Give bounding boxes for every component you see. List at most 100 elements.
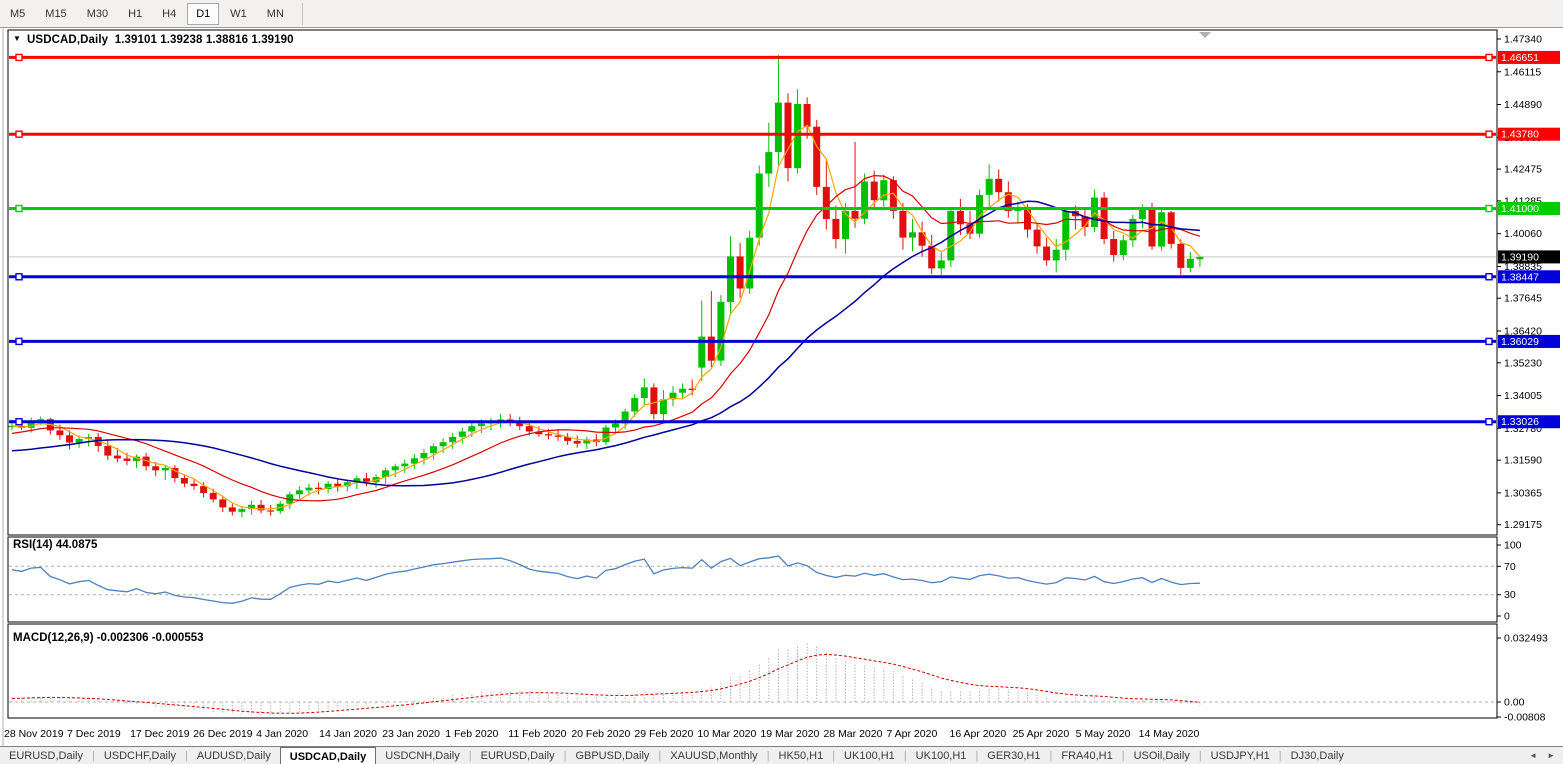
tabs-scroll-left-icon[interactable]: ◄ xyxy=(1529,751,1538,760)
tab-fra40-h1-12[interactable]: FRA40,H1 xyxy=(1061,750,1113,762)
svg-text:17 Dec 2019: 17 Dec 2019 xyxy=(130,728,190,740)
date-axis[interactable]: 28 Nov 2019 7 Dec 2019 17 Dec 2019 26 Dec 2… xyxy=(4,728,1200,740)
macd-axis: 0.032493 0.00 -0.00808 xyxy=(1497,633,1548,724)
svg-text:23 Jan 2020: 23 Jan 2020 xyxy=(382,728,440,740)
timeframe-button-m5[interactable]: M5 xyxy=(10,7,26,20)
timeframe-button-w1[interactable]: W1 xyxy=(230,7,247,20)
tab-separator: | xyxy=(1121,749,1125,762)
h-line-handle[interactable] xyxy=(1485,130,1493,138)
tab-separator: | xyxy=(658,749,662,762)
svg-text:7 Dec 2019: 7 Dec 2019 xyxy=(67,728,121,740)
svg-text:1.46115: 1.46115 xyxy=(1504,66,1541,78)
svg-text:16 Apr 2020: 16 Apr 2020 xyxy=(950,728,1007,740)
h-line-handle[interactable] xyxy=(1485,53,1493,62)
tab-separator: | xyxy=(766,749,770,762)
svg-text:1.39190: 1.39190 xyxy=(1501,251,1539,263)
h-line-handle[interactable] xyxy=(15,418,23,426)
svg-text:29 Feb 2020: 29 Feb 2020 xyxy=(634,728,693,740)
ma-slow-line xyxy=(11,200,1200,487)
h-line-handle[interactable] xyxy=(15,130,23,138)
chart-ohlc-values: 1.39101 1.39238 1.38816 1.39190 xyxy=(114,34,294,46)
timeframe-button-m15[interactable]: M15 xyxy=(45,7,67,20)
svg-text:-0.00808: -0.00808 xyxy=(1504,712,1546,724)
tab-ger30-h1-11[interactable]: GER30,H1 xyxy=(987,750,1041,762)
tab-separator: | xyxy=(1049,749,1053,762)
tab-uk100-h1-10[interactable]: UK100,H1 xyxy=(915,750,967,762)
h-line-handle[interactable] xyxy=(1485,418,1493,426)
svg-text:1.43780: 1.43780 xyxy=(1501,129,1539,141)
tab-separator: | xyxy=(1278,749,1282,762)
svg-text:1.40060: 1.40060 xyxy=(1504,228,1542,240)
tab-audusd-daily-2[interactable]: AUDUSD,Daily xyxy=(196,750,271,762)
svg-text:30: 30 xyxy=(1504,589,1516,601)
tab-usdcnh-daily-4[interactable]: USDCNH,Daily xyxy=(385,750,460,762)
tab-separator: | xyxy=(468,749,472,762)
h-line-handle[interactable] xyxy=(15,204,23,213)
svg-text:0.032493: 0.032493 xyxy=(1504,633,1548,645)
tab-scroll-controls: ◄ ► xyxy=(1529,747,1555,764)
svg-text:1.30365: 1.30365 xyxy=(1504,487,1542,499)
svg-text:14 Jan 2020: 14 Jan 2020 xyxy=(319,728,377,740)
svg-text:1.46651: 1.46651 xyxy=(1501,52,1539,64)
h-line-handle[interactable] xyxy=(15,273,23,281)
svg-text:1.41000: 1.41000 xyxy=(1501,203,1539,215)
svg-text:7 Apr 2020: 7 Apr 2020 xyxy=(887,728,938,740)
macd-signal-line xyxy=(11,653,1200,714)
svg-text:1.44890: 1.44890 xyxy=(1504,99,1542,111)
tab-usoil-daily-13[interactable]: USOil,Daily xyxy=(1133,750,1190,762)
tab-eurusd-daily-0[interactable]: EURUSD,Daily xyxy=(9,750,83,762)
tab-usdchf-daily-1[interactable]: USDCHF,Daily xyxy=(103,750,176,762)
chevron-down-icon[interactable]: ▼ xyxy=(13,34,22,43)
svg-text:1.37645: 1.37645 xyxy=(1504,293,1542,305)
svg-text:1.36420: 1.36420 xyxy=(1504,325,1542,337)
timeframe-button-d1[interactable]: D1 xyxy=(187,2,220,25)
timeframe-button-h1[interactable]: H1 xyxy=(128,7,143,20)
svg-text:1.38447: 1.38447 xyxy=(1501,271,1539,283)
chart-window: 1.473401.461151.448901.436651.424751.412… xyxy=(0,28,1563,746)
h-line-handle[interactable] xyxy=(1485,204,1493,213)
tab-gbpusd-daily-6[interactable]: GBPUSD,Daily xyxy=(575,750,650,762)
tab-separator: | xyxy=(832,749,836,762)
svg-text:0: 0 xyxy=(1504,611,1510,623)
tab-usdjpy-h1-14[interactable]: USDJPY,H1 xyxy=(1210,750,1270,762)
svg-text:28 Mar 2020: 28 Mar 2020 xyxy=(823,728,882,740)
h-line-handle[interactable] xyxy=(15,337,23,346)
macd-label: MACD(12,26,9) -0.002306 -0.000553 xyxy=(13,632,204,644)
chart-tab-bar: EURUSD,Daily | USDCHF,Daily | AUDUSD,Daily US… xyxy=(0,746,1563,764)
price-chart[interactable]: 1.473401.461151.448901.436651.424751.412… xyxy=(0,28,1563,746)
tab-separator: | xyxy=(1198,749,1202,762)
svg-text:19 Mar 2020: 19 Mar 2020 xyxy=(760,728,819,740)
svg-text:10 Mar 2020: 10 Mar 2020 xyxy=(697,728,756,740)
timeframe-button-mn[interactable]: MN xyxy=(266,7,284,20)
price-axis[interactable]: 1.473401.461151.448901.436651.424751.412… xyxy=(1497,34,1560,532)
tab-usdcad-daily-3[interactable]: USDCAD,Daily xyxy=(279,747,377,764)
svg-text:14 May 2020: 14 May 2020 xyxy=(1139,728,1200,740)
tab-eurusd-daily-5[interactable]: EURUSD,Daily xyxy=(480,750,555,762)
h-line-handle[interactable] xyxy=(1485,273,1493,281)
svg-text:26 Dec 2019: 26 Dec 2019 xyxy=(193,728,253,740)
svg-text:1 Feb 2020: 1 Feb 2020 xyxy=(445,728,498,740)
current-price-label xyxy=(1498,250,1560,264)
svg-text:25 Apr 2020: 25 Apr 2020 xyxy=(1013,728,1070,740)
svg-text:70: 70 xyxy=(1504,561,1516,573)
timeframe-button-h4[interactable]: H4 xyxy=(162,7,177,20)
chart-symbol-label: USDCAD,Daily xyxy=(27,34,109,46)
ma-medium-line xyxy=(11,174,1201,502)
h-line-handle[interactable] xyxy=(15,53,23,62)
chart-shift-icon[interactable] xyxy=(1199,32,1211,38)
tab-uk100-h1-9[interactable]: UK100,H1 xyxy=(844,750,895,762)
timeframe-button-m30[interactable]: M30 xyxy=(86,7,109,20)
svg-text:28 Nov 2019: 28 Nov 2019 xyxy=(4,728,64,740)
tab-hk50-h1-8[interactable]: HK50,H1 xyxy=(778,750,824,762)
macd-histogram xyxy=(11,643,1201,715)
tabs-scroll-right-icon[interactable]: ► xyxy=(1547,751,1555,760)
horizontal-lines[interactable] xyxy=(9,53,1496,426)
svg-text:1.47340: 1.47340 xyxy=(1504,34,1542,46)
tab-separator: | xyxy=(184,749,188,762)
timeframe-toolbar: M5 M15 M30 H1 H4 D1 W1 MN xyxy=(0,0,1563,28)
tab-xauusd-monthly-7[interactable]: XAUUSD,Monthly xyxy=(670,750,758,762)
tab-dj30-daily-15[interactable]: DJ30,Daily xyxy=(1290,750,1344,762)
svg-text:1.34005: 1.34005 xyxy=(1504,390,1542,402)
h-line-handle[interactable] xyxy=(1485,337,1493,346)
